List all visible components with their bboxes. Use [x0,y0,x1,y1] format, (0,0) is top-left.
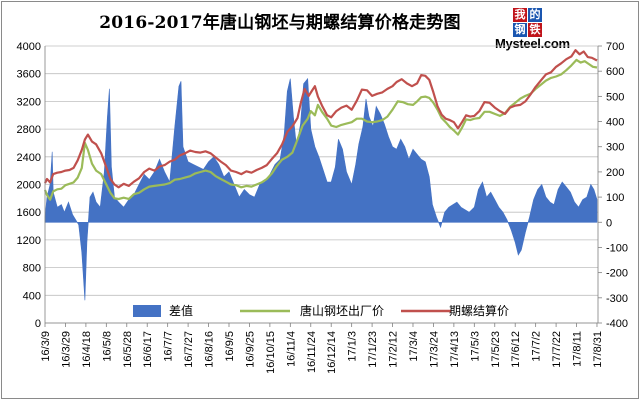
x-tick-label: 17/8/11 [572,331,584,367]
x-tick-label: 16/9/25 [244,331,256,368]
price-lines-layer [43,49,598,201]
left-tick-label: 800 [23,263,41,275]
x-tick-label: 17/3/24 [428,331,440,368]
x-tick-label: 16/8/16 [204,331,216,368]
logo-cell-4: 铁 [528,23,542,37]
x-tick-label: 16/4/18 [81,331,93,368]
x-tick-label: 17/1/3 [347,331,359,362]
right-tick-label: 200 [606,167,624,179]
x-tick-label: 16/5/28 [122,331,134,368]
left-tick-label: 0 [35,318,41,330]
right-tick-label: -200 [606,268,628,280]
axes [44,46,599,324]
right-tick-label: -100 [606,242,628,254]
x-tick-label: 16/6/17 [142,331,154,368]
series-line-futures [44,49,598,189]
x-tick-label: 17/2/12 [388,331,400,368]
right-tick-label: -400 [606,318,628,330]
logo-cells: 我 的 钢 铁 [501,7,555,37]
left-tick-label: 1600 [17,207,41,219]
series-line-billet [43,58,598,201]
x-tick-label: 17/4/13 [449,331,461,368]
right-tick-label: 500 [606,91,624,103]
x-tick-label: 17/7/2 [531,331,543,362]
left-tick-label: 2400 [17,152,41,164]
legend: 差值 唐山钢坯出厂价 期螺结算价 [133,303,509,318]
x-tick-label: 17/1/23 [367,331,379,368]
x-tick-label: 16/3/29 [60,331,72,368]
right-tick-label: 100 [606,192,624,204]
right-tick-label: 0 [606,217,612,229]
legend-label: 差值 [169,303,193,318]
right-tick-label: -300 [606,293,628,305]
legend-label: 唐山钢坯出厂价 [300,303,384,318]
right-tick-label: 700 [606,41,624,53]
x-tick-label: 16/12/14 [326,331,338,374]
chart-title: 2016-2017年唐山钢坯与期螺结算价格走势图 [99,13,461,33]
x-tick-label: 17/6/12 [510,331,522,368]
left-tick-label: 400 [23,290,41,302]
left-tick-label: 2000 [17,180,41,192]
left-tick-label: 3600 [17,69,41,81]
left-tick-label: 2800 [17,124,41,136]
logo-cell-1: 我 [513,8,527,22]
right-tick-label: 600 [606,66,624,78]
x-tick-label: 16/11/4 [285,331,297,367]
x-tick-label: 17/5/23 [490,331,502,368]
x-tick-label: 16/3/9 [40,331,52,362]
x-tick-label: 17/8/31 [592,331,604,368]
x-tick-label: 16/11/24 [306,331,318,373]
left-tick-label: 3200 [17,96,41,108]
left-tick-label: 4000 [17,41,41,53]
x-axis-ticks: 16/3/9 16/3/29 16/4/18 16/5/8 16/5/28 16/6/17… [40,323,604,374]
x-tick-label: 17/5/3 [469,331,481,362]
x-tick-label: 16/10/15 [265,331,277,374]
x-tick-label: 16/9/5 [224,331,236,362]
mysteel-logo: 我 的 钢 铁 Mysteel.com [495,7,570,51]
x-tick-label: 16/7/7 [163,331,175,362]
left-tick-label: 1200 [17,235,41,247]
x-tick-label: 17/7/22 [551,331,563,368]
right-axis-ticks: -400 -300 -200 -100 0 100 200 300 400 500 600 700 [598,41,628,330]
right-tick-label: 400 [606,117,624,129]
logo-cell-2: 的 [528,8,542,22]
left-axis-ticks: 0 400 800 1200 1600 2000 2400 2800 3200 3600 4000 [17,41,41,330]
legend-swatch-diff [133,305,161,317]
logo-cell-3: 钢 [513,23,527,37]
x-tick-label: 16/7/27 [183,331,195,368]
x-tick-label: 17/3/4 [408,331,420,362]
legend-label: 期螺结算价 [449,303,509,318]
logo-brand: Mysteel.com [495,36,570,51]
x-tick-label: 16/5/8 [101,331,113,362]
right-tick-label: 300 [606,142,624,154]
